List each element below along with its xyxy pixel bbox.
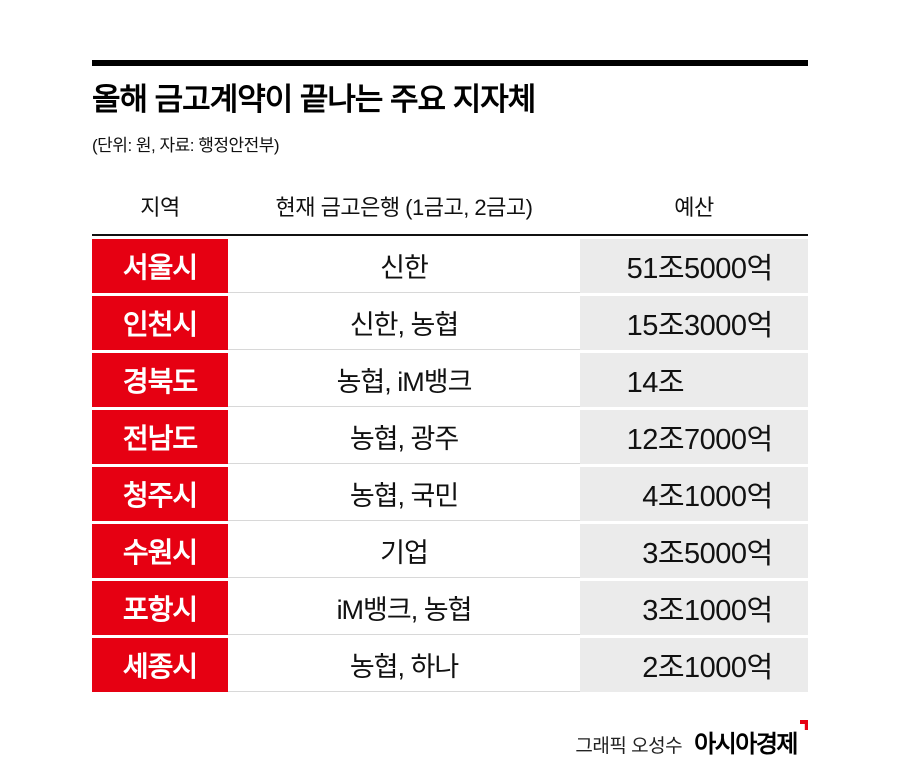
table-row: 인천시 신한, 농협 15조 3000억 [92,296,808,350]
table-row: 수원시 기업 3조 5000억 [92,524,808,578]
region-cell: 인천시 [92,296,228,350]
table-row: 세종시 농협, 하나 2조 1000억 [92,638,808,692]
budget-trillions: 15조 [626,310,685,342]
region-cell: 경북도 [92,353,228,407]
infographic-content: 올해 금고계약이 끝나는 주요 지자체 (단위: 원, 자료: 행정안전부) 지… [92,60,808,759]
budget-cell: 3조 1000억 [580,581,808,635]
budget-trillions: 3조 [642,538,684,570]
table-row: 포항시 iM뱅크, 농협 3조 1000억 [92,581,808,635]
bank-cell: 기업 [228,524,580,578]
budget-trillions: 4조 [642,481,684,513]
region-cell: 수원시 [92,524,228,578]
region-cell: 전남도 [92,410,228,464]
budget-hundreds-billions: 7000억 [684,424,773,456]
bank-cell: 신한 [228,239,580,293]
budget-hundreds-billions: 3000억 [684,310,773,342]
budget-hundreds-billions: 1000억 [684,595,773,627]
bank-cell: 농협, 하나 [228,638,580,692]
budget-cell: 51조 5000억 [580,239,808,293]
column-header-region: 지역 [140,195,180,220]
budget-hundreds-billions: 1000억 [684,652,773,684]
treasury-table: 지역 현재 금고은행 (1금고, 2금고) 예산 서울시 신한 51조 5000… [92,190,808,692]
budget-hundreds-billions: 1000억 [684,481,773,513]
budget-cell: 2조 1000억 [580,638,808,692]
budget-cell: 12조 7000억 [580,410,808,464]
bank-cell: 농협, iM뱅크 [228,353,580,407]
budget-trillions: 3조 [642,595,684,627]
column-header-budget: 예산 [674,195,714,220]
page-title: 올해 금고계약이 끝나는 주요 지자체 [92,82,536,117]
region-cell: 청주시 [92,467,228,521]
column-header-bank: 현재 금고은행 (1금고, 2금고) [275,195,533,220]
region-cell: 포항시 [92,581,228,635]
graphic-credit: 그래픽 오성수 [575,736,683,757]
table-body: 서울시 신한 51조 5000억 인천시 신한, 농협 15조 3000억 경북… [92,239,808,692]
table-header-row: 지역 현재 금고은행 (1금고, 2금고) 예산 [92,190,808,236]
budget-trillions: 12조 [626,424,685,456]
region-cell: 세종시 [92,638,228,692]
region-cell: 서울시 [92,239,228,293]
budget-hundreds-billions: 5000억 [684,538,773,570]
budget-hundreds-billions: 5000억 [684,253,773,285]
brand-logo-text: 아시아경제 [694,731,798,758]
table-row: 경북도 농협, iM뱅크 14조 [92,353,808,407]
budget-cell: 4조 1000억 [580,467,808,521]
budget-trillions: 2조 [642,652,684,684]
top-rule [92,60,808,66]
footer: 그래픽 오성수 아시아경제 [92,720,808,759]
bank-cell: 농협, 국민 [228,467,580,521]
table-row: 서울시 신한 51조 5000억 [92,239,808,293]
budget-cell: 3조 5000억 [580,524,808,578]
table-row: 청주시 농협, 국민 4조 1000억 [92,467,808,521]
bank-cell: 농협, 광주 [228,410,580,464]
budget-trillions: 14조 [626,367,685,399]
brand-logo-mark-icon [800,720,808,730]
budget-cell: 15조 3000억 [580,296,808,350]
budget-cell: 14조 [580,353,808,407]
table-row: 전남도 농협, 광주 12조 7000억 [92,410,808,464]
bank-cell: 신한, 농협 [228,296,580,350]
brand-logo: 아시아경제 [694,720,808,759]
budget-trillions: 51조 [626,253,685,285]
bank-cell: iM뱅크, 농협 [228,581,580,635]
unit-source-note: (단위: 원, 자료: 행정안전부) [92,136,280,155]
